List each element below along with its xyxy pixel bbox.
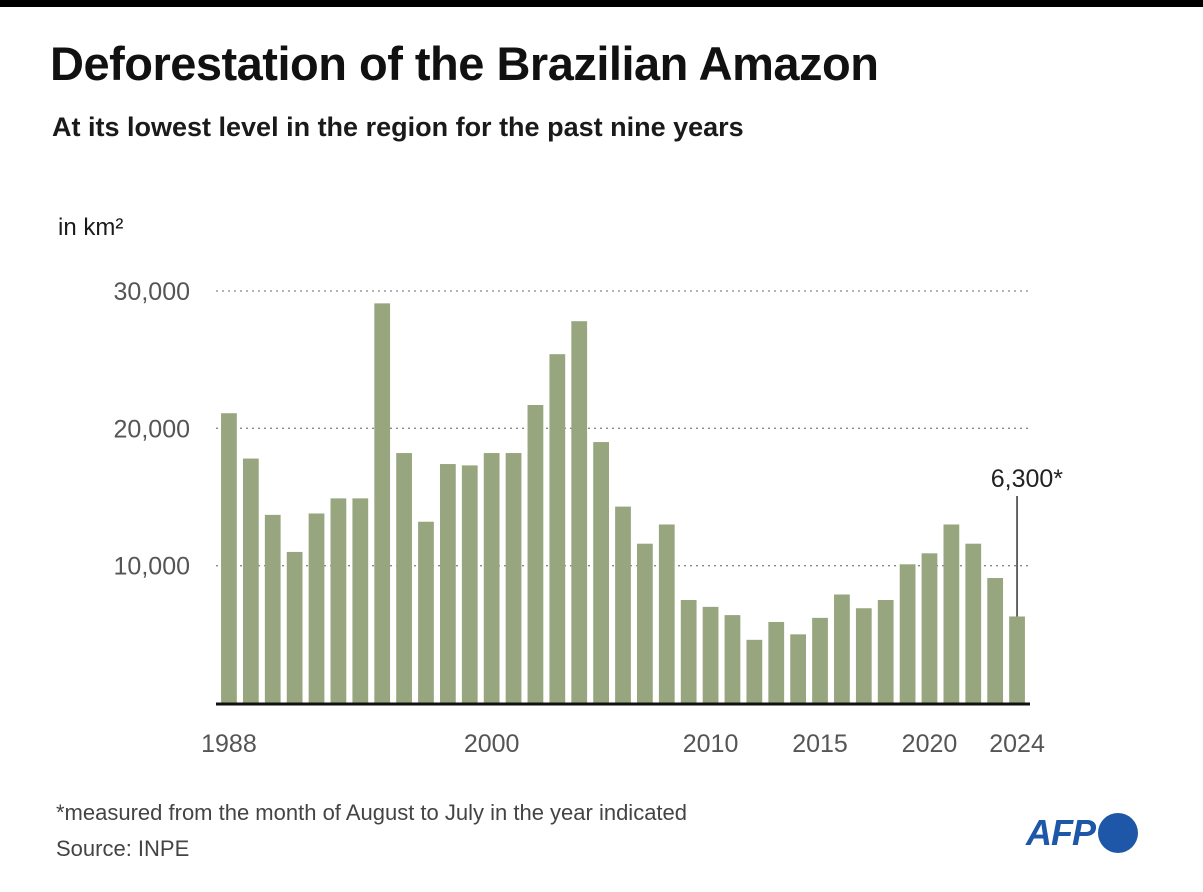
- bar-1994: [352, 498, 369, 703]
- x-tick-label: 2024: [989, 730, 1045, 758]
- bar-1995: [374, 303, 391, 703]
- x-tick-label: 2015: [792, 730, 848, 758]
- bar-2018: [877, 600, 894, 703]
- bar-1996: [396, 453, 412, 703]
- bar-2022: [965, 543, 982, 703]
- chart-subtitle: At its lowest level in the region for th…: [52, 112, 744, 142]
- annotation-label: 6,300*: [991, 465, 1064, 493]
- bar-2021: [943, 524, 960, 703]
- bar-1988: [221, 413, 237, 703]
- bar-2013: [768, 621, 785, 703]
- bar-2012: [746, 639, 763, 703]
- x-tick-label: 1988: [201, 730, 257, 758]
- x-tick-label: 2000: [464, 730, 520, 758]
- x-tick-label: 2020: [902, 730, 958, 758]
- y-tick-label: 10,000: [114, 553, 190, 581]
- bar-2017: [855, 608, 872, 703]
- afp-logo-dot-icon: [1098, 813, 1138, 853]
- bar-2024: [1009, 616, 1025, 703]
- x-tick-label: 2010: [683, 730, 739, 758]
- bar-2004: [571, 321, 588, 703]
- bar-2006: [615, 506, 631, 703]
- bar-2009: [680, 600, 697, 703]
- bar-1990: [264, 514, 281, 703]
- bar-1997: [418, 521, 434, 703]
- bar-1993: [330, 498, 347, 703]
- bar-2015: [812, 617, 828, 703]
- bar-2020: [921, 553, 938, 703]
- y-tick-labels: 10,000 20,000 30,000: [114, 278, 190, 581]
- source-label: Source: INPE: [56, 836, 190, 861]
- bar-2008: [658, 524, 675, 703]
- footnote: *measured from the month of August to Ju…: [56, 800, 688, 825]
- y-axis-unit-label: in km²: [58, 214, 124, 241]
- bar-2005: [593, 442, 609, 703]
- bar-2000: [483, 453, 500, 703]
- bar-2019: [899, 564, 916, 703]
- bars: [221, 303, 1025, 703]
- bar-2001: [505, 453, 522, 703]
- bar-1989: [242, 458, 259, 703]
- bar-2007: [637, 543, 653, 703]
- bar-2010: [702, 606, 719, 703]
- bar-1999: [461, 465, 478, 703]
- bar-2002: [527, 404, 544, 703]
- bar-2014: [790, 634, 807, 703]
- y-tick-label: 20,000: [114, 415, 190, 443]
- afp-logo: AFP: [1026, 812, 1138, 854]
- annotation: 6,300*: [991, 465, 1064, 617]
- y-tick-label: 30,000: [114, 278, 190, 306]
- x-tick-labels: 1988 2000 2010 2015 2020 2024: [201, 730, 1045, 758]
- bar-1992: [308, 513, 325, 703]
- bar-2023: [987, 578, 1004, 703]
- chart-title: Deforestation of the Brazilian Amazon: [50, 37, 879, 90]
- bar-2003: [549, 354, 566, 703]
- gridlines: [216, 290, 1030, 567]
- bar-1991: [286, 551, 303, 703]
- afp-logo-text: AFP: [1026, 812, 1096, 853]
- bar-2016: [834, 594, 850, 703]
- bar-2011: [724, 615, 741, 703]
- top-rule: [0, 0, 1203, 7]
- bar-1998: [439, 464, 456, 703]
